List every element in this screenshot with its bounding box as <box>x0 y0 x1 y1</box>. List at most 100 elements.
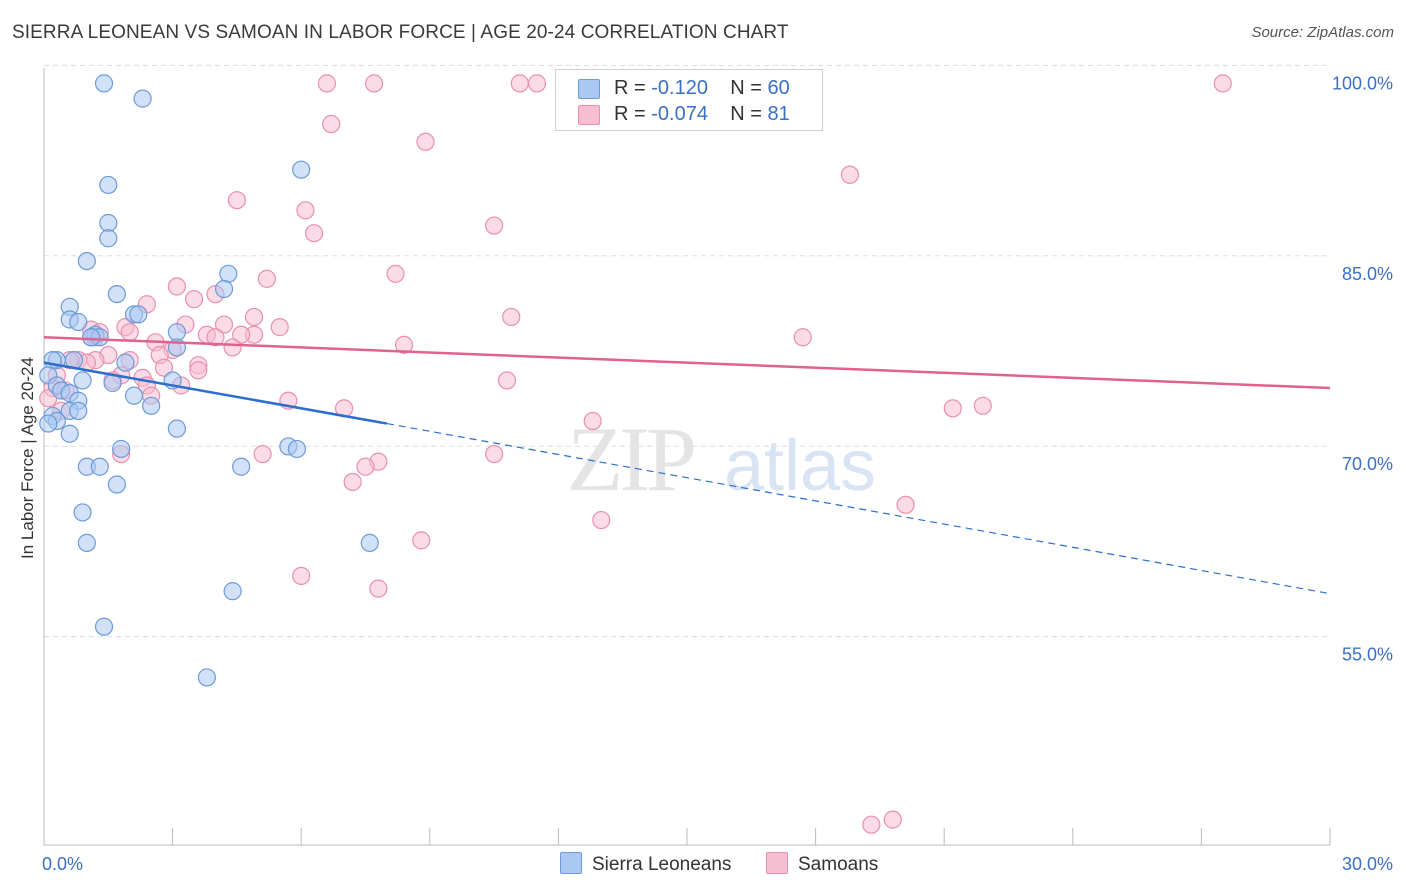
samoan-point <box>943 399 962 418</box>
samoan-point <box>583 411 602 431</box>
samoan-point <box>189 361 208 380</box>
r-label: R = <box>614 103 646 125</box>
samoan-point <box>257 269 277 288</box>
sierra-leonean-point <box>219 264 238 283</box>
y-tick-label: 100.0% <box>1332 73 1393 93</box>
samoan-point <box>322 114 341 134</box>
samoan-point <box>497 371 517 390</box>
samoan-point <box>167 277 186 296</box>
samoan-point <box>883 810 902 829</box>
sierra-leonean-point <box>77 251 96 271</box>
samoan-point <box>412 531 431 550</box>
samoan-point <box>244 307 264 327</box>
legend-item-samoans: Samoans <box>766 852 878 876</box>
sierra-leonean-point <box>90 457 109 476</box>
samoan-point <box>232 325 251 344</box>
samoan-point <box>369 579 388 598</box>
samoan-point <box>364 74 384 93</box>
samoan-point <box>343 472 362 492</box>
r-label: R = <box>614 77 646 99</box>
samoan-point <box>510 74 529 93</box>
x-tick-label: 0.0% <box>42 854 83 874</box>
sierra-leonean-point <box>94 74 114 93</box>
blue-swatch <box>578 79 600 99</box>
samoan-point <box>296 201 315 220</box>
sierra-leonean-point <box>69 401 88 420</box>
samoan-point <box>120 323 139 342</box>
watermark: ZIP atlas <box>567 408 876 510</box>
samoan-point <box>184 290 204 309</box>
samoan-point <box>416 132 435 151</box>
sierra-leonean-point <box>214 279 234 299</box>
sierra-leonean-point <box>133 89 152 108</box>
sierra-leonean-point <box>77 533 96 552</box>
samoan-point <box>840 165 859 184</box>
sierra-leonean-point <box>142 396 161 415</box>
axes <box>43 68 1331 846</box>
n-label: N = <box>730 77 762 99</box>
samoan-point <box>292 566 311 585</box>
samoan-point <box>154 358 174 377</box>
samoans-trend-line <box>43 336 1331 390</box>
sierra-leonean-point <box>73 503 92 522</box>
r-value: -0.120 <box>651 77 708 99</box>
n-value: 60 <box>767 77 790 99</box>
sierra-leonean-point <box>69 312 88 332</box>
sierra-leonean-point <box>99 175 118 195</box>
sierra-leonean-point <box>129 305 148 324</box>
y-tick-label: 85.0% <box>1342 264 1393 284</box>
y-tick-label: 70.0% <box>1342 454 1393 474</box>
samoan-point <box>253 444 272 464</box>
sierra-leonean-point <box>167 419 186 438</box>
sierra-leonean-point <box>73 371 92 390</box>
samoan-point <box>270 318 289 337</box>
trend-lines <box>43 336 1331 595</box>
samoan-point <box>227 191 246 210</box>
pink-swatch <box>766 852 788 874</box>
sierra-leonean-point <box>82 328 101 347</box>
grid-lines <box>44 64 1330 638</box>
sierra-leonean-point <box>107 285 126 304</box>
samoan-point <box>862 815 881 834</box>
sierra-leonean-point <box>360 533 379 552</box>
sierra-leonean-point <box>197 668 216 687</box>
sierra-leoneans-trend-extension <box>386 422 1331 595</box>
samoan-point <box>206 328 225 347</box>
source-label: Source: ZipAtlas.com <box>1251 24 1394 41</box>
legend-label: Sierra Leoneans <box>592 854 732 875</box>
sierra-leonean-point <box>124 386 144 405</box>
sierra-leoneans-points <box>39 74 379 687</box>
samoan-point <box>592 510 611 530</box>
samoan-point <box>502 307 521 327</box>
r-value: -0.074 <box>651 103 708 125</box>
sierra-leonean-point <box>99 213 118 233</box>
sierra-leonean-point <box>292 160 311 179</box>
sierra-leonean-point <box>99 229 118 248</box>
n-label: N = <box>730 103 762 125</box>
sierra-leonean-point <box>39 414 58 433</box>
samoan-point <box>896 495 915 514</box>
samoan-point <box>1213 74 1232 93</box>
sierra-leonean-point <box>94 617 114 636</box>
sierra-leonean-point <box>223 582 242 601</box>
y-axis-label: In Labor Force | Age 20-24 <box>18 357 37 559</box>
legend-item-sierra-leoneans: Sierra Leoneans <box>560 852 731 876</box>
samoan-point <box>793 328 812 347</box>
sierra-leonean-point <box>287 439 307 459</box>
stats-legend: R = -0.120 N = 60 R = -0.074 N = 81 <box>555 69 823 131</box>
sierra-leonean-point <box>116 353 135 372</box>
sierra-leonean-point <box>107 475 126 494</box>
sierra-leoneans-trend-line <box>43 361 388 425</box>
sierra-leonean-point <box>60 424 79 443</box>
samoan-point <box>394 335 414 354</box>
samoan-point <box>485 444 504 464</box>
pink-swatch <box>578 105 600 125</box>
chart-title: SIERRA LEONEAN VS SAMOAN IN LABOR FORCE … <box>12 22 789 43</box>
samoan-point <box>527 74 547 93</box>
blue-swatch <box>560 852 582 874</box>
sierra-leonean-point <box>167 323 186 342</box>
samoan-point <box>386 264 405 283</box>
watermark-atlas: atlas <box>724 426 876 506</box>
sierra-leonean-point <box>232 457 251 476</box>
